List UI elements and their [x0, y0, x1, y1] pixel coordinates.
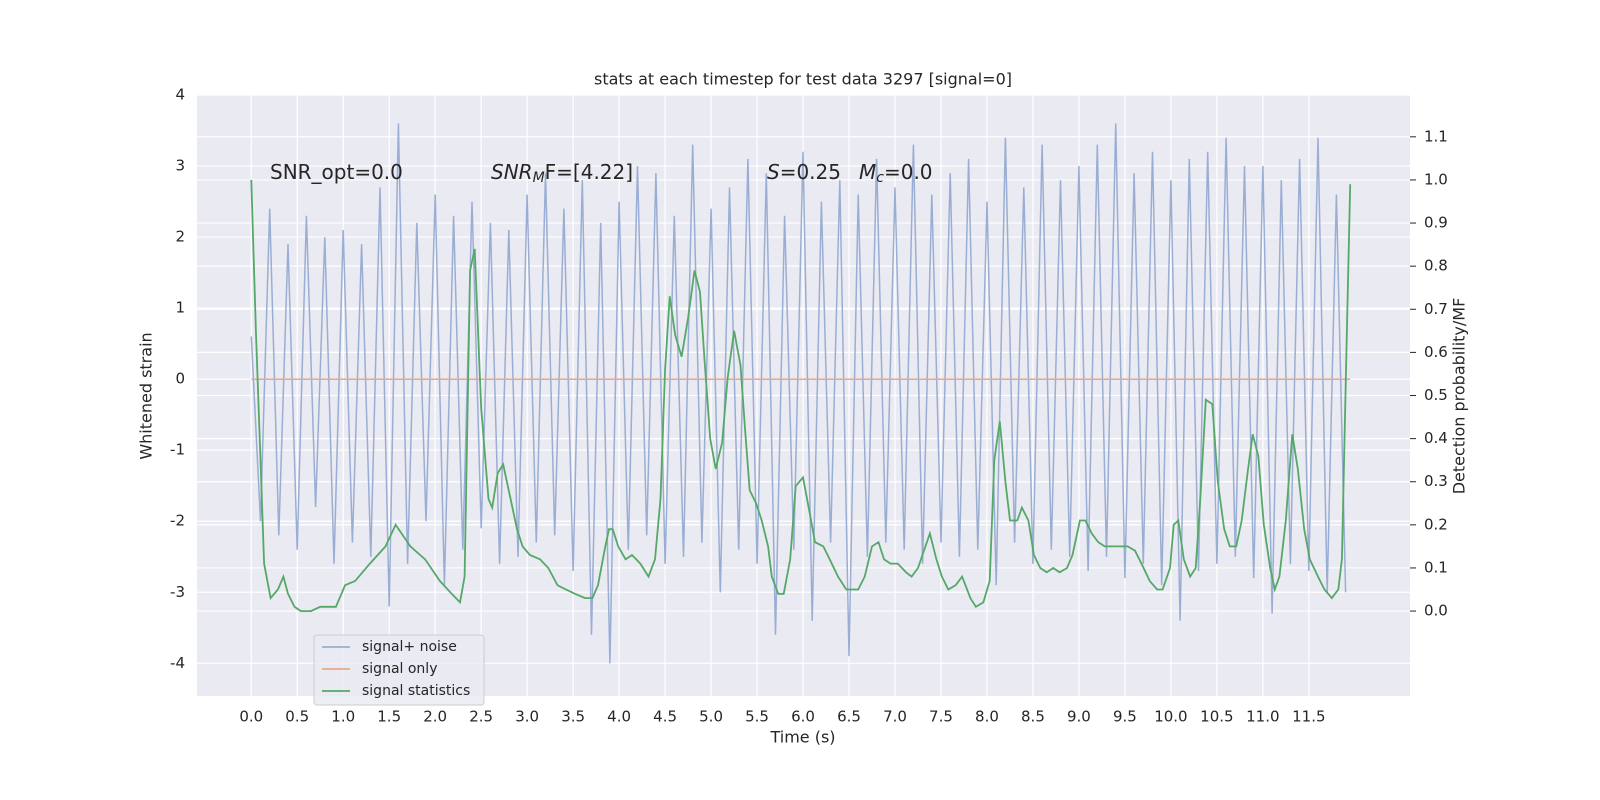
- x-tick-label: 5.5: [745, 708, 769, 726]
- x-tick-label: 6.0: [791, 708, 815, 726]
- x-tick-label: 9.0: [1067, 708, 1091, 726]
- x-tick-label: 5.0: [699, 708, 723, 726]
- annotation: S=0.25: [767, 160, 841, 184]
- chart-title: stats at each timestep for test data 329…: [594, 70, 1012, 89]
- x-tick-label: 11.0: [1246, 708, 1279, 726]
- annotation-text: =0.25: [780, 160, 841, 184]
- legend-label: signal statistics: [362, 683, 470, 699]
- legend-label: signal+ noise: [362, 639, 457, 655]
- y-tick-label: 1: [175, 299, 185, 317]
- y-axis-label: Whitened strain: [137, 332, 156, 459]
- y2-tick-label: 0.1: [1424, 558, 1448, 576]
- y2-tick-label: 0.9: [1424, 214, 1448, 232]
- annotation-subscript: M: [533, 170, 545, 186]
- annotation-subscript: c: [876, 170, 884, 186]
- y-tick-label: -2: [170, 512, 185, 530]
- legend-label: signal only: [362, 661, 437, 677]
- x-tick-label: 0.5: [285, 708, 309, 726]
- x-tick-label: 1.0: [331, 708, 355, 726]
- x-tick-label: 6.5: [837, 708, 861, 726]
- y2-tick-label: 0.0: [1424, 602, 1448, 620]
- annotation-text: S: [767, 160, 780, 184]
- x-tick-label: 9.5: [1113, 708, 1137, 726]
- y-tick-label: -4: [170, 654, 185, 672]
- y2-tick-label: 1.0: [1424, 170, 1448, 188]
- x-tick-label: 4.5: [653, 708, 677, 726]
- annotation: SNRMF=[4.22]: [491, 160, 633, 187]
- y2-tick-label: 0.6: [1424, 343, 1448, 361]
- y-tick-label: 0: [175, 370, 185, 388]
- y-tick-label: -3: [170, 583, 185, 601]
- x-tick-label: 7.5: [929, 708, 953, 726]
- annotation-text: M: [859, 160, 876, 184]
- y2-tick-label: 0.8: [1424, 257, 1448, 275]
- x-tick-label: 11.5: [1292, 708, 1325, 726]
- x-tick-label: 4.0: [607, 708, 631, 726]
- y2-tick-label: 0.5: [1424, 386, 1448, 404]
- x-tick-label: 0.0: [239, 708, 263, 726]
- y-tick-label: 3: [175, 157, 185, 175]
- y2-tick-label: 1.1: [1424, 127, 1448, 145]
- x-axis-label: Time (s): [769, 728, 835, 747]
- x-tick-label: 8.0: [975, 708, 999, 726]
- y2-tick-label: 0.4: [1424, 429, 1448, 447]
- annotation-text: F=[4.22]: [545, 160, 633, 184]
- series-line: [250, 123, 1347, 664]
- x-tick-label: 3.5: [561, 708, 585, 726]
- x-tick-label: 8.5: [1021, 708, 1045, 726]
- y-tick-label: -1: [170, 441, 185, 459]
- annotation-text: =0.0: [884, 160, 933, 184]
- legend-box: [313, 634, 485, 706]
- y-tick-label: 4: [175, 86, 185, 104]
- x-tick-label: 10.0: [1154, 708, 1187, 726]
- y2-tick-label: 0.3: [1424, 472, 1448, 490]
- y2-tick-label: 0.2: [1424, 515, 1448, 533]
- annotation-text: SNR_opt=0.0: [270, 160, 403, 184]
- series-line: [250, 179, 1352, 612]
- annotation-text: SNR: [491, 160, 533, 184]
- x-tick-label: 1.5: [377, 708, 401, 726]
- x-tick-label: 2.5: [469, 708, 493, 726]
- x-tick-label: 2.0: [423, 708, 447, 726]
- x-tick-label: 3.0: [515, 708, 539, 726]
- x-tick-label: 7.0: [883, 708, 907, 726]
- x-tick-label: 10.5: [1200, 708, 1233, 726]
- annotation: Mc=0.0: [859, 160, 933, 187]
- y2-axis-label: Detection probability/MF: [1450, 298, 1469, 495]
- y-tick-label: 2: [175, 228, 185, 246]
- annotation: SNR_opt=0.0: [270, 160, 403, 184]
- y2-tick-label: 0.7: [1424, 300, 1448, 318]
